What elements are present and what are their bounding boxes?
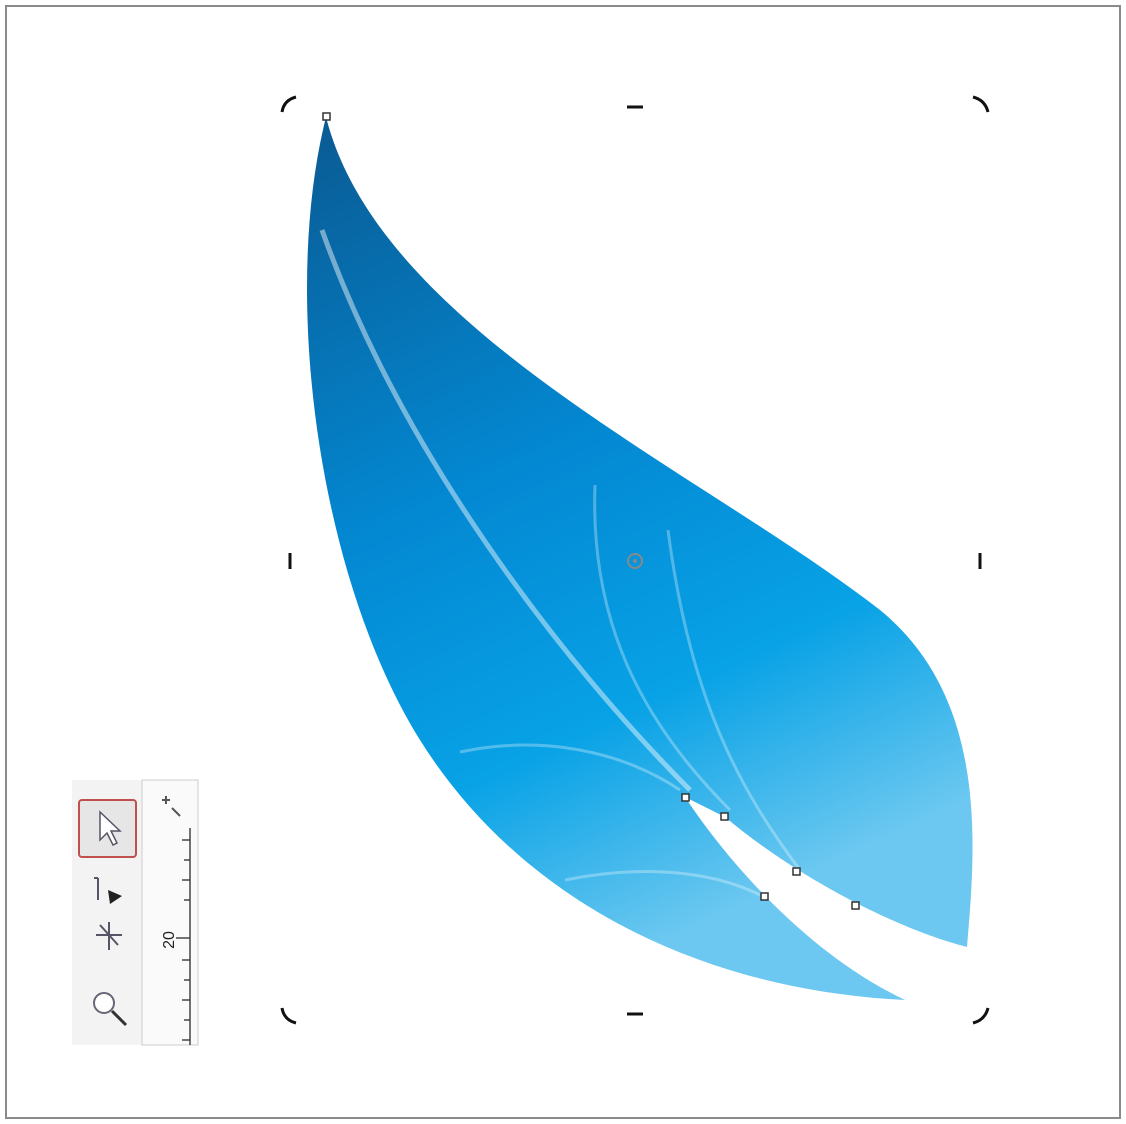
rotation-center [627, 553, 643, 569]
zoom-tool[interactable] [93, 992, 115, 1014]
ruler-label: 20 [161, 931, 178, 949]
leaf-highlights [319, 229, 802, 897]
toolbox: 20 [72, 779, 199, 1046]
pick-icon [99, 810, 122, 847]
nodes [322, 112, 860, 910]
leaf[interactable] [307, 117, 973, 1000]
crop-tool[interactable] [96, 922, 122, 950]
rotation-center-dot [633, 559, 637, 563]
handles [280, 95, 990, 1025]
ruler-ticks [176, 828, 191, 1045]
shape-tool[interactable] [94, 877, 99, 900]
